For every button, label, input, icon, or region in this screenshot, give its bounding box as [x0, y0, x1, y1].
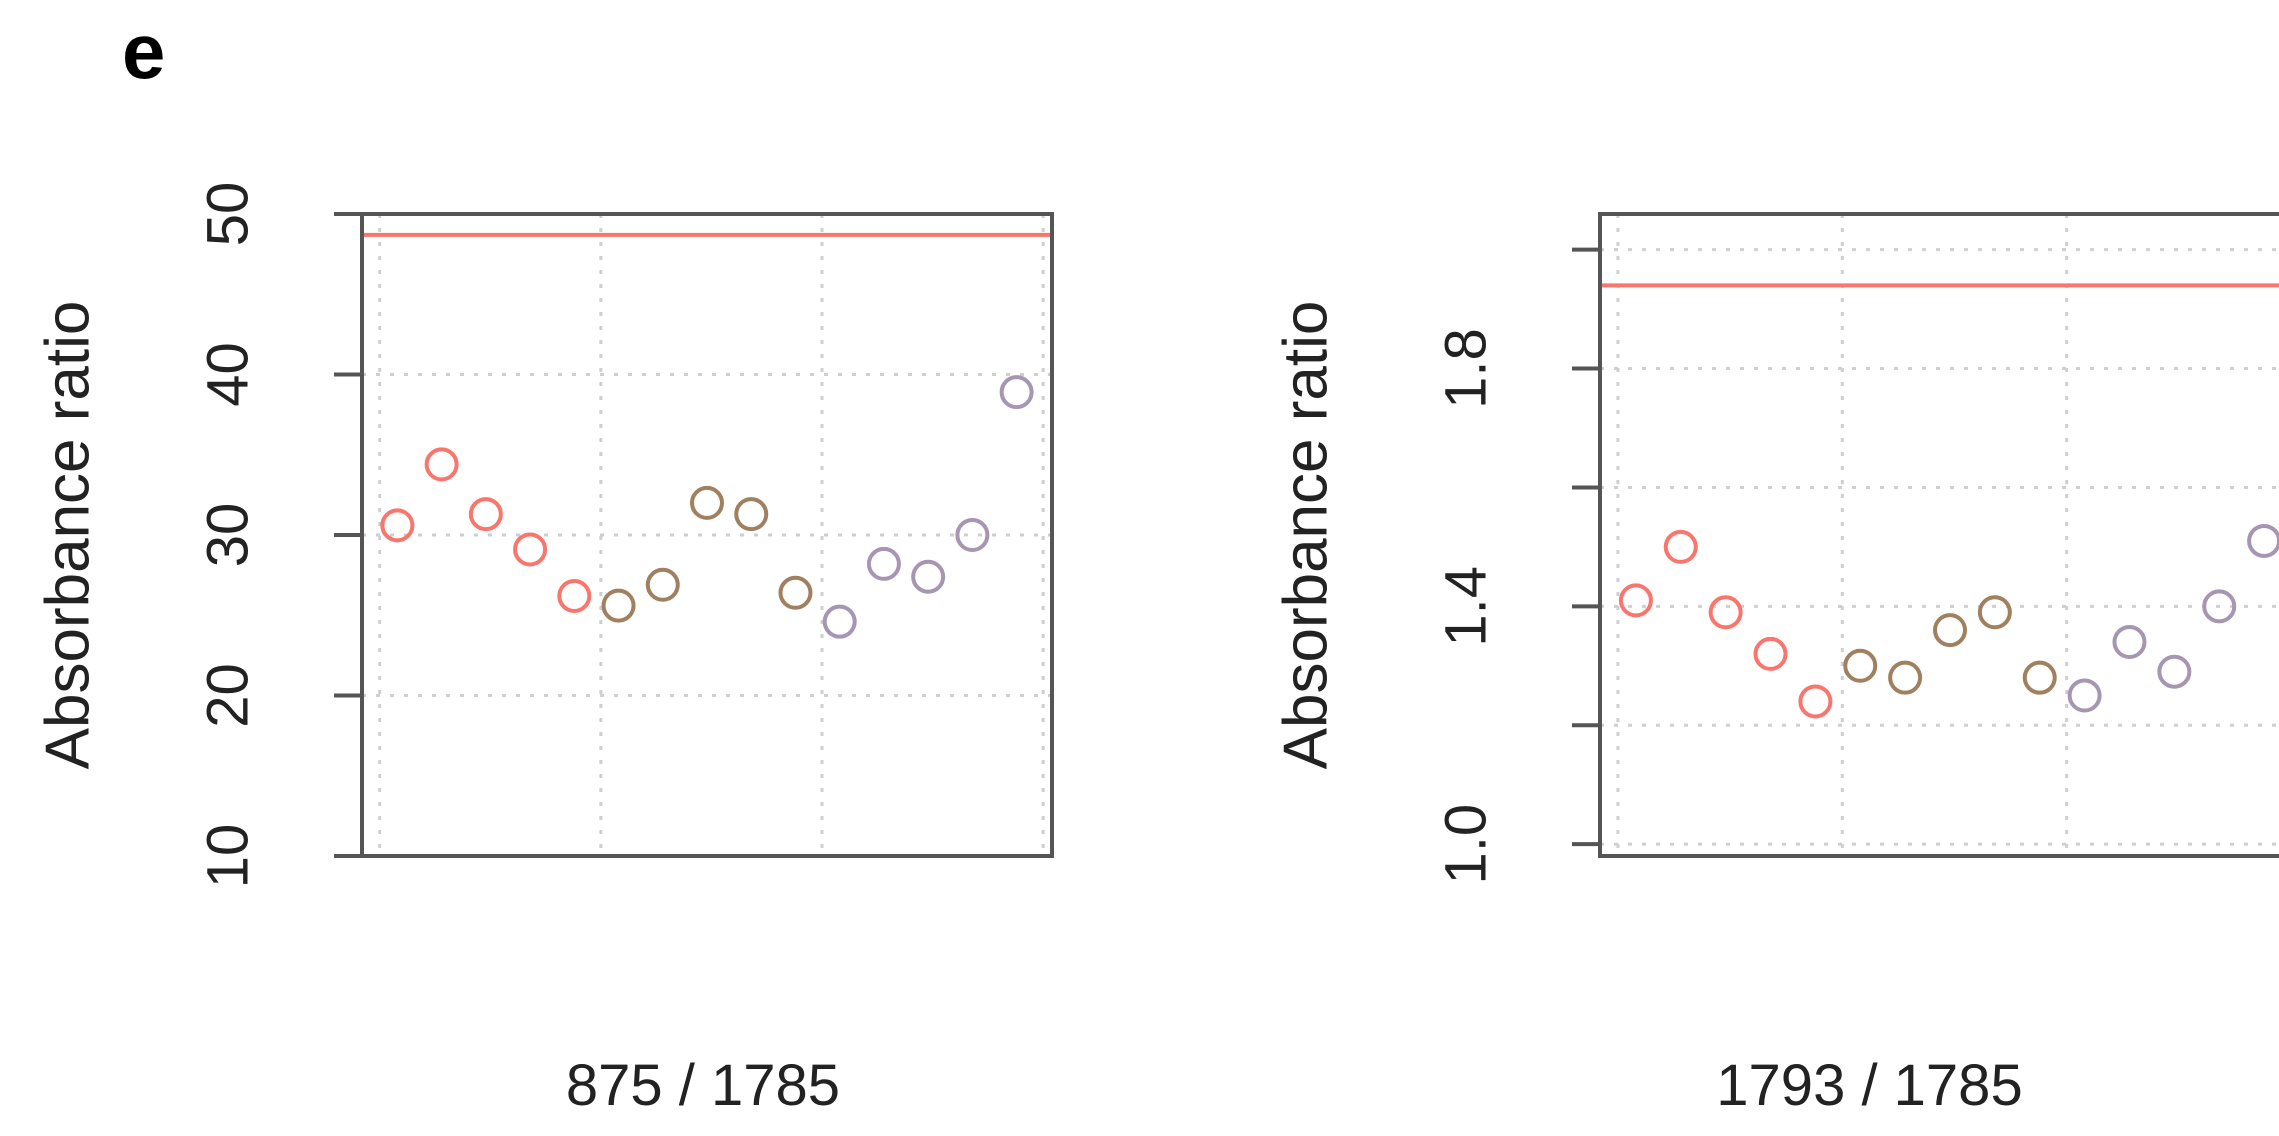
data-point	[778, 575, 813, 610]
y-tick-label: 30	[196, 503, 261, 568]
data-point	[2247, 523, 2279, 558]
data-point	[424, 447, 459, 482]
data-point	[734, 497, 769, 532]
y-tick-label: 1.8	[1434, 328, 1499, 409]
data-point	[1843, 648, 1878, 683]
data-point	[513, 532, 548, 567]
data-point	[1708, 595, 1743, 630]
data-point	[468, 497, 503, 532]
data-point	[1753, 636, 1788, 671]
data-point	[557, 578, 592, 613]
data-point	[1888, 660, 1923, 695]
data-point	[1798, 684, 1833, 719]
data-point	[380, 508, 415, 543]
data-point	[645, 567, 680, 602]
data-point	[2202, 589, 2237, 624]
data-point	[1663, 529, 1698, 564]
data-point	[690, 485, 724, 520]
chart-1793-1785: 1.0 1.4 1.8 Absorbance ratio 1793 / 1785	[1272, 212, 2279, 1118]
data-point	[1933, 613, 1967, 648]
y-tick-label: 1.4	[1434, 566, 1499, 647]
x-axis-caption: 1793 / 1785	[1716, 1053, 2022, 1118]
y-tick-label: 1.0	[1434, 804, 1499, 885]
y-axis-title: Absorbance ratio	[1272, 301, 1341, 770]
chart-875-1785: 10 20 30 40 50 Absorbance ratio 875 / 1785	[34, 182, 1054, 1118]
panel-letter: e	[122, 7, 165, 95]
data-point	[866, 546, 901, 581]
data-point	[999, 375, 1034, 410]
y-tick-label: 10	[196, 824, 261, 889]
data-point	[2022, 660, 2057, 695]
data-point	[1618, 583, 1653, 618]
y-tick-label: 40	[196, 342, 261, 407]
data-point	[955, 518, 990, 552]
x-axis-caption: 875 / 1785	[566, 1053, 840, 1118]
data-point	[822, 604, 857, 639]
data-point	[2112, 625, 2147, 659]
plot-frame	[360, 212, 1054, 858]
y-axis-title: Absorbance ratio	[34, 301, 103, 770]
y-tick-label: 20	[196, 663, 261, 728]
data-point	[601, 588, 636, 623]
data-point	[2157, 654, 2192, 689]
data-point	[1977, 595, 2012, 630]
plot-frame	[1598, 212, 2279, 858]
y-tick-label: 50	[196, 182, 261, 247]
data-point	[2067, 678, 2102, 713]
data-point	[911, 559, 946, 594]
